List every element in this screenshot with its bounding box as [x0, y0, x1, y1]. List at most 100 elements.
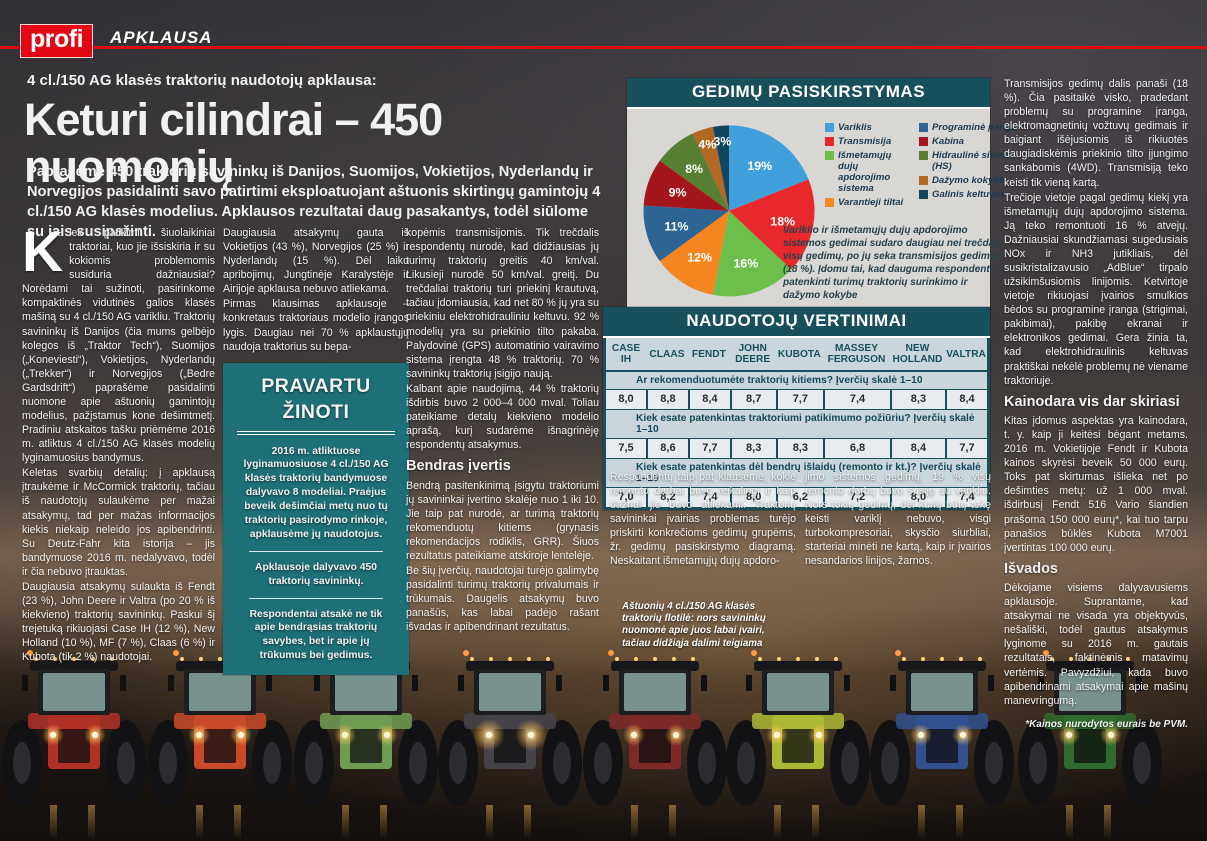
rating-value: 8,3 [889, 390, 946, 411]
subheading-kainodara: Kainodara vis dar skiriasi [1004, 393, 1180, 410]
pie-slice-hidraulinė-sistema-hs- [659, 133, 729, 211]
article-column-5: jimo sistemos gedimų, 19 % visų remonto … [805, 470, 991, 570]
infobox-item: Respondentai atsakė ne tik apie bendrąsi… [249, 608, 383, 662]
subheading-isvados: Išvados [1004, 560, 1058, 577]
pie-value-label: 11% [664, 219, 688, 233]
paragraph: Kalbant apie naudojimą, 44 % traktorių i… [406, 382, 599, 452]
brand-header: CASE IH [606, 338, 646, 373]
legend-item: Hidraulinė sistema (HS) [919, 150, 1019, 172]
legend-label: Variklis [838, 122, 872, 133]
brand-header: NEW HOLLAND [889, 338, 946, 373]
rating-value: 8,8 [646, 390, 688, 411]
infobox-item: 2016 m. atliktuose lyginamuosiuose 4 cl.… [243, 445, 389, 540]
rating-value: 7,2 [823, 488, 890, 508]
paragraph: jimo sistemos gedimų, 19 % visų remonto … [805, 471, 991, 568]
rating-value: 7,5 [606, 439, 646, 460]
legend-item: Kabina [919, 136, 1019, 147]
user-ratings-panel: NAUDOTOJŲ VERTINIMAI CASE IH CLAAS FENDT JO… [603, 307, 990, 511]
pie-value-label: 18% [770, 214, 795, 228]
subheading-bendras-ivertis: Bendras įvertis [406, 458, 511, 475]
chart-legend-area: Variklis Transmisija Išmetamųjų dujų apdor… [783, 114, 1019, 309]
rating-value: 8,2 [646, 488, 688, 508]
table-title: NAUDOTOJŲ VERTINIMAI [603, 307, 990, 338]
pie-slice-programinė-įranga [643, 205, 729, 262]
rating-value: 6,8 [823, 439, 890, 460]
tractor-silhouette [294, 650, 438, 839]
rating-value: 6,2 [775, 488, 824, 508]
infobox-separator [249, 550, 383, 552]
legend-label: Išmetamųjų dujų apdorojimo sistema [838, 150, 892, 195]
legend-swatch [919, 176, 928, 186]
rating-value: 7,7 [775, 390, 824, 411]
chart-body: 19% 18% 16% 12% 11% 9% 8% 4% 3% Variklis Transmis… [627, 109, 1017, 317]
rating-value: 7,0 [618, 491, 634, 504]
tractor-silhouette [148, 650, 292, 839]
section-label: APKLAUSA [110, 28, 213, 47]
legend-label: Programinė įranga [932, 122, 1017, 133]
infobox-divider [237, 430, 395, 435]
paragraph: Be šių įverčių, naudotojai turėjo galimy… [406, 565, 599, 634]
rating-value: 7,4 [687, 488, 730, 508]
legend-swatch [825, 137, 834, 147]
rating-value: 7,7 [945, 439, 987, 460]
paragraph: kopėmis transmisijomis. Tik trečdalis re… [406, 227, 599, 380]
legend-label: Hidraulinė sistema (HS) [932, 150, 1018, 173]
legend-swatch [919, 123, 928, 132]
tractor-photo [2, 650, 1162, 839]
legend-item: Programinė įranga [919, 122, 1019, 133]
price-footnote: *Kainos nurodytos eurais be PVM. [1025, 718, 1188, 730]
legend-swatch [825, 123, 834, 132]
paragraph: Keletas svarbių detalių: į apklausą įtra… [22, 467, 215, 578]
legend-swatch [919, 190, 928, 200]
rating-value: 8,6 [646, 439, 688, 460]
paragraph: Dėkojame visiems dalyvavusiems apklausoj… [1004, 582, 1188, 707]
brand-header: MASSEY FERGUSON [823, 338, 890, 373]
legend-item: Galinis keltuvas [919, 189, 1019, 200]
article-column-3: kopėmis transmisijomis. Tik trečdalis re… [406, 226, 599, 635]
paragraph: Bendrą pasitenkinimą įsigytu traktoriumi… [406, 479, 599, 562]
pie-slice-kabina [643, 160, 729, 211]
brand-header: JOHN DEERE [729, 338, 776, 373]
pie-value-label: 12% [687, 250, 712, 264]
pie-chart: 19% 18% 16% 12% 11% 9% 8% 4% 3% [633, 114, 825, 309]
infobox-item: Apklausoje dalyvavo 450 traktorių savini… [255, 561, 377, 587]
pie-value-label: 9% [669, 186, 687, 200]
rating-value: 8,3 [775, 439, 824, 460]
rating-value: 8,4 [945, 390, 987, 411]
pie-slice-varantieji-tiltai [659, 210, 729, 295]
rating-value: 8,7 [729, 390, 776, 411]
pie-slice-transmisija [729, 179, 815, 270]
brand-header: CLAAS [646, 338, 688, 373]
pie-value-label: 3% [713, 134, 731, 148]
rating-value: 8,3 [729, 439, 776, 460]
rating-value: 8,4 [687, 390, 730, 411]
infobox-title: PRAVARTU ŽINOTI [261, 374, 371, 423]
pie-value-label: 19% [747, 159, 772, 173]
paragraph: Respondentų taip pat klausėme, kokie rem… [610, 471, 796, 568]
legend-label: Kabina [932, 136, 964, 148]
pie-slice-galinis-keltuvas [712, 125, 729, 211]
legend-item: Dažymo kokybė [919, 175, 1019, 186]
infobox-separator [249, 597, 383, 599]
failure-distribution-panel: GEDIMŲ PASISKIRSTYMAS 19% 18% 16% 12% 11% 9% 8… [627, 78, 1017, 317]
legend-item: Variklis [825, 122, 913, 133]
page-title: Keturi cilindrai – 450 nuomonių [24, 94, 443, 193]
tractor-silhouette [870, 650, 1014, 839]
legend-swatch [919, 151, 928, 161]
pie-slice-variklis [729, 125, 809, 211]
legend-column-left: Variklis Transmisija Išmetamųjų dujų apdor… [825, 122, 913, 211]
paragraph: Pirmas klausimas apklausoje – konkretaus… [223, 298, 409, 353]
infobox-pravartu-zinoti: PRAVARTU ŽINOTI 2016 m. atliktuose lygin… [223, 362, 409, 676]
rating-value: 8,0 [606, 390, 646, 411]
article-column-right: Transmisijos gedimų dalis panaši (18 %).… [1004, 77, 1188, 731]
legend-label: Galinis keltuvas [932, 189, 1006, 201]
masthead-rule [0, 46, 1207, 49]
chart-title: GEDIMŲ PASISKIRSTYMAS [627, 78, 990, 109]
rating-value: 7,4 [945, 488, 987, 508]
photo-caption: Aštuonių 4 cl./150 AG klasės traktorių f… [622, 601, 766, 649]
tractor-silhouette [438, 650, 582, 839]
chart-caption: Variklio ir išmetamųjų dujų apdorojimo s… [783, 225, 1000, 302]
profi-logo: profi [20, 24, 94, 58]
